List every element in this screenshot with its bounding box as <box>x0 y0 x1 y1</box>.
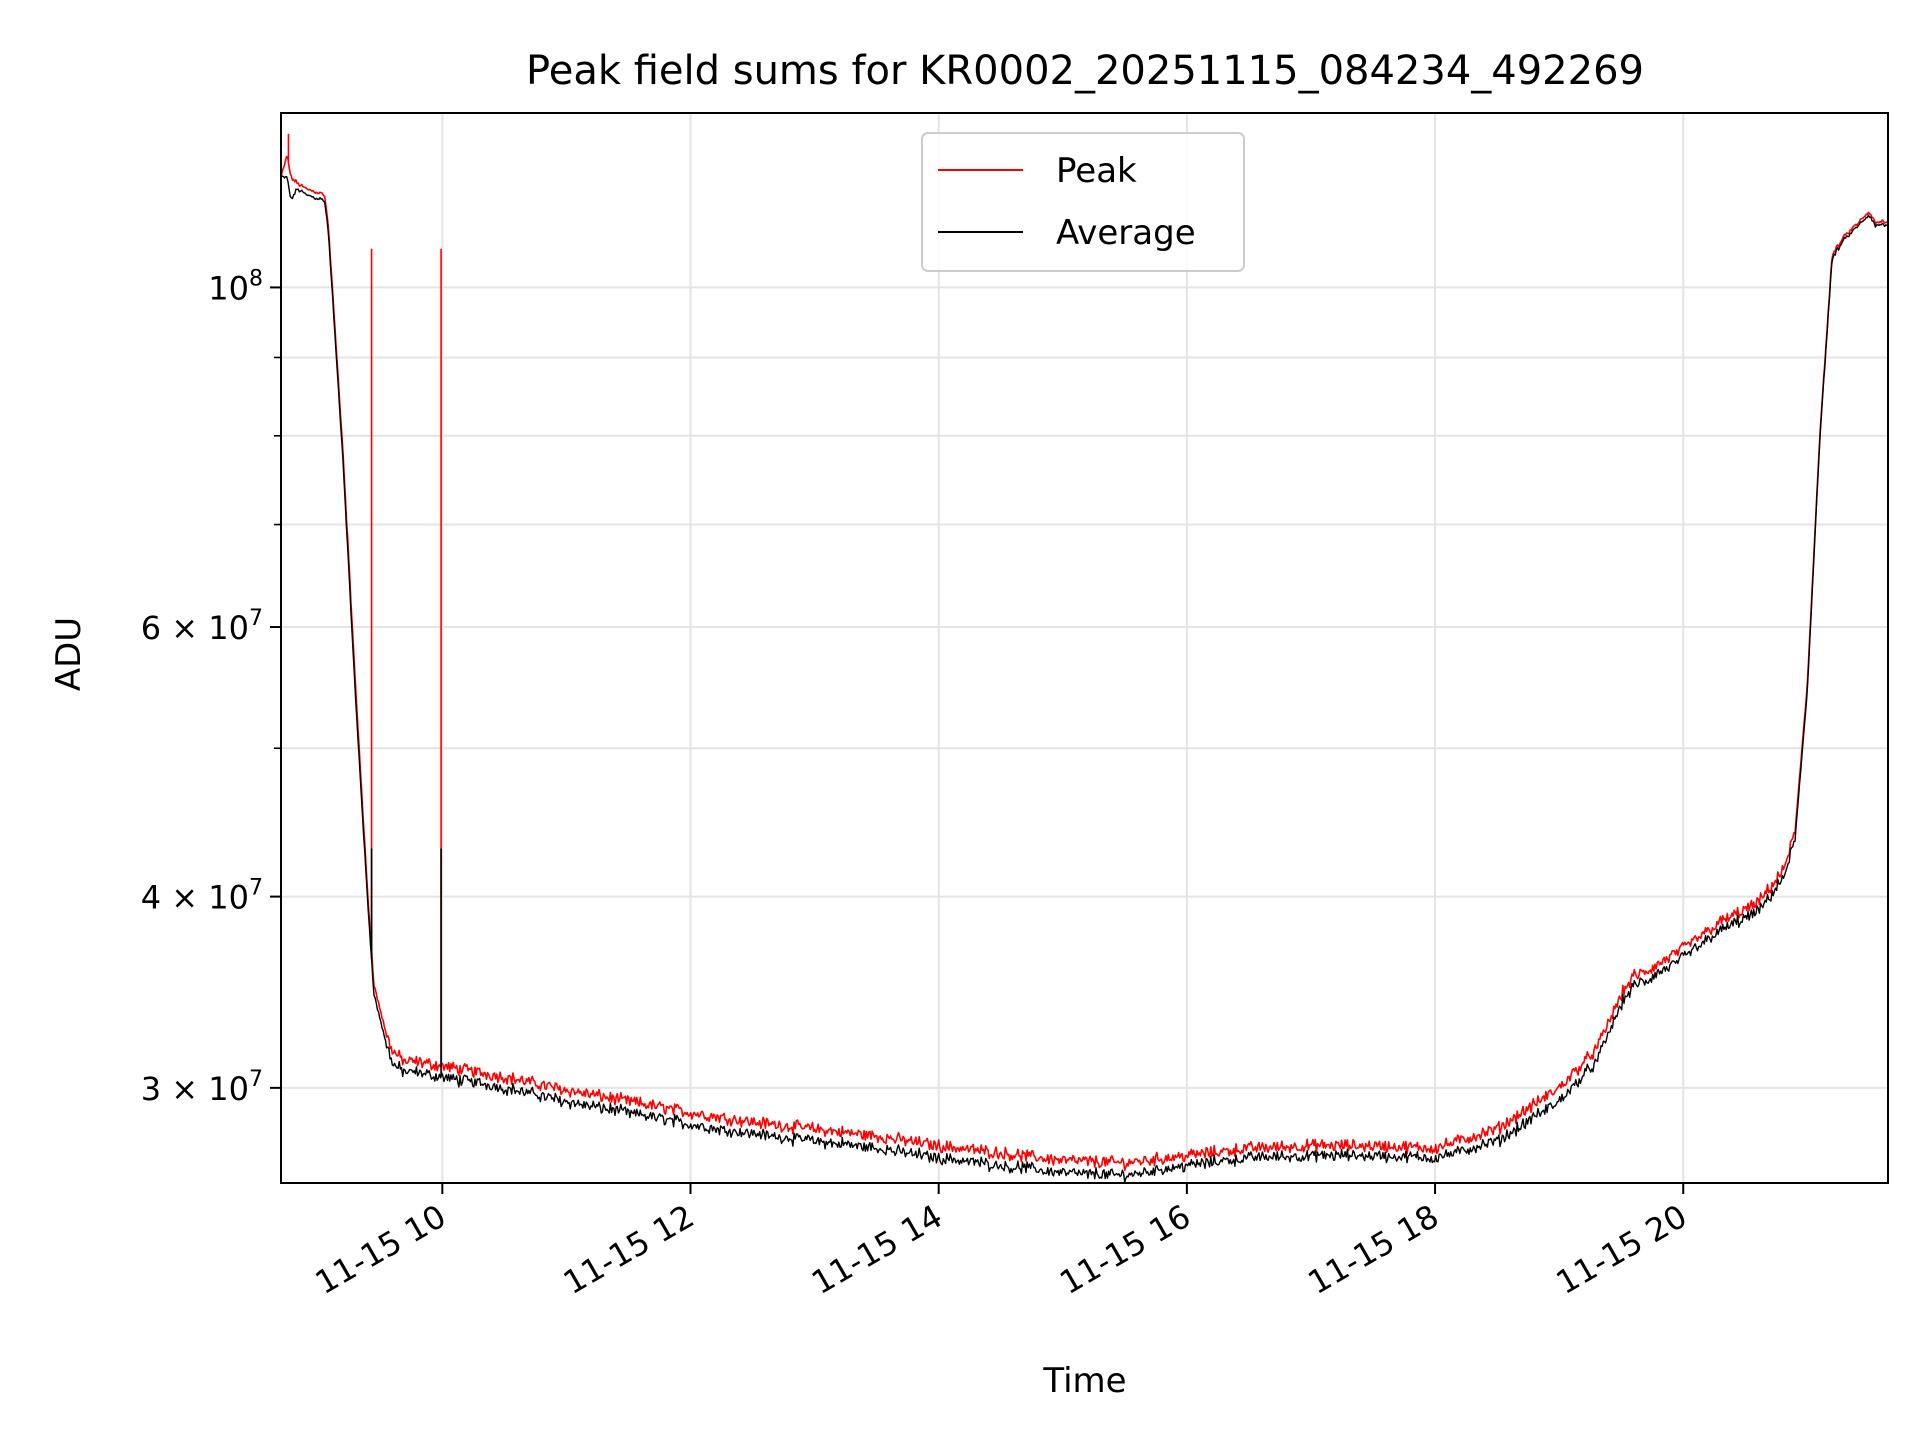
chart-title: Peak field sums for KR0002_20251115_0842… <box>526 48 1644 94</box>
x-tick-label: 11-15 14 <box>805 1197 949 1302</box>
x-tick-label: 11-15 12 <box>557 1197 701 1302</box>
x-tick-label: 11-15 16 <box>1053 1197 1197 1302</box>
legend-label-peak: Peak <box>1056 151 1137 191</box>
series-line-peak <box>280 155 1889 1171</box>
x-axis: 11-15 10 11-15 12 11-15 14 11-15 16 11-15 18… <box>309 1183 1694 1302</box>
plot-area-frame <box>280 112 1889 1184</box>
y-tick-label: 4 × 107 <box>141 876 263 917</box>
legend: Peak Average <box>921 132 1245 272</box>
x-tick-label: 11-15 10 <box>309 1197 453 1302</box>
y-axis: 108 6 × 107 4 × 107 3 × 107 <box>141 266 281 1108</box>
y-axis-label: ADU <box>49 617 89 691</box>
x-tick-label: 11-15 18 <box>1301 1197 1445 1302</box>
grid <box>281 113 1888 1183</box>
y-tick-label: 108 <box>208 266 263 307</box>
x-tick-label: 11-15 20 <box>1550 1197 1694 1302</box>
legend-label-average: Average <box>1056 213 1196 253</box>
x-axis-label: Time <box>1042 1361 1126 1401</box>
series-line-average <box>280 175 1889 1183</box>
series-layer <box>280 133 1889 1183</box>
y-tick-label: 6 × 107 <box>141 606 263 647</box>
y-tick-label: 3 × 107 <box>141 1067 263 1108</box>
legend-box <box>921 132 1245 272</box>
